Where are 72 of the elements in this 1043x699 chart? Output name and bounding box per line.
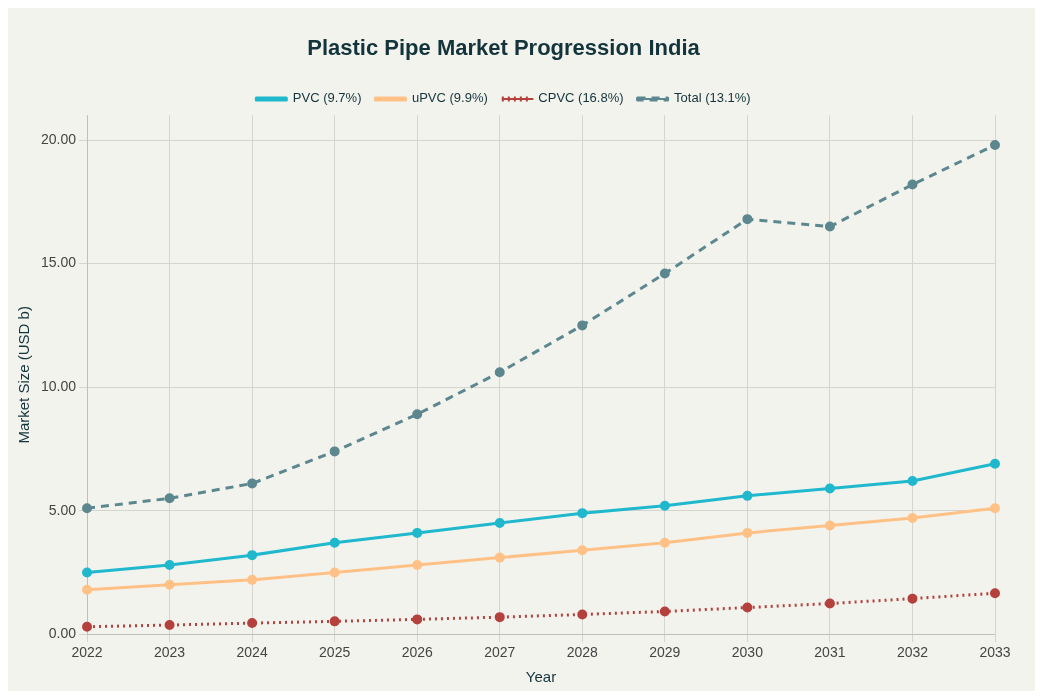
point xyxy=(577,320,588,331)
chart-title: Plastic Pipe Market Progression India xyxy=(307,35,701,61)
point xyxy=(990,140,1000,151)
x-tick-label: 2023 xyxy=(154,644,186,661)
x-tick-label: 2030 xyxy=(731,644,764,661)
point xyxy=(329,616,340,627)
point xyxy=(412,560,423,571)
y-axis-title: Market Size (USD b) xyxy=(15,306,33,444)
point xyxy=(82,567,93,578)
point xyxy=(412,409,423,420)
x-tick-label: 2032 xyxy=(896,644,929,661)
point xyxy=(164,620,175,631)
point xyxy=(494,612,505,623)
legend-label: CPVC (16.8%) xyxy=(538,90,624,106)
y-tick-label: 10.00 xyxy=(40,378,77,395)
point xyxy=(329,446,340,457)
y-tick-label: 20.00 xyxy=(40,130,77,147)
point xyxy=(577,609,588,620)
point xyxy=(907,593,918,604)
x-tick-label: 2028 xyxy=(566,644,599,661)
point xyxy=(907,476,918,487)
point xyxy=(742,602,753,613)
x-tick-label: 2033 xyxy=(979,644,1011,661)
point xyxy=(824,598,835,609)
y-tick-label: 5.00 xyxy=(48,501,77,518)
point xyxy=(577,545,588,556)
x-tick-label: 2022 xyxy=(71,644,103,661)
point xyxy=(824,221,835,232)
y-tick-label: 15.00 xyxy=(40,254,77,271)
point xyxy=(247,574,258,585)
point xyxy=(659,537,670,548)
point xyxy=(412,614,423,625)
point xyxy=(990,588,1000,599)
point xyxy=(824,483,835,494)
point xyxy=(247,478,258,489)
point xyxy=(659,268,670,279)
point xyxy=(247,618,258,629)
point xyxy=(742,527,753,538)
point xyxy=(164,560,175,571)
y-tick-label: 0.00 xyxy=(48,625,77,642)
x-tick-label: 2026 xyxy=(401,644,433,661)
point xyxy=(494,518,505,529)
point xyxy=(742,490,753,501)
legend-label: PVC (9.7%) xyxy=(292,90,362,106)
point xyxy=(577,508,588,519)
legend-label: Total (13.1%) xyxy=(674,90,751,106)
x-axis-title: Year xyxy=(525,668,557,686)
point xyxy=(659,500,670,511)
point xyxy=(742,214,753,225)
point xyxy=(82,621,93,632)
point xyxy=(329,537,340,548)
point xyxy=(82,584,93,595)
point xyxy=(82,503,93,514)
x-tick-label: 2025 xyxy=(319,644,351,661)
point xyxy=(164,493,175,504)
legend-label: uPVC (9.9%) xyxy=(411,90,488,106)
point xyxy=(329,567,340,578)
point xyxy=(164,579,175,590)
point xyxy=(494,552,505,563)
point xyxy=(907,179,918,190)
x-tick-label: 2027 xyxy=(484,644,516,661)
point xyxy=(412,527,423,538)
point xyxy=(659,606,670,617)
x-tick-label: 2031 xyxy=(814,644,846,661)
point xyxy=(990,458,1000,469)
point xyxy=(907,513,918,524)
x-tick-label: 2029 xyxy=(649,644,681,661)
point xyxy=(824,520,835,531)
point xyxy=(990,503,1000,514)
point xyxy=(494,367,505,378)
x-tick-label: 2024 xyxy=(236,644,268,661)
point xyxy=(247,550,258,561)
